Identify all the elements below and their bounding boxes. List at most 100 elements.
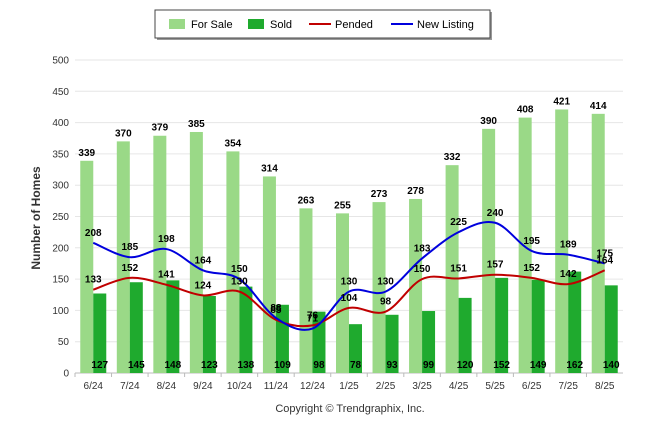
x-tick-label: 7/25 (558, 381, 578, 392)
bar-for-sale (153, 135, 167, 373)
label-for-sale: 414 (590, 101, 607, 112)
bar-sold (349, 324, 362, 373)
label-sold: 148 (164, 360, 181, 371)
label-sold: 98 (313, 360, 325, 371)
label-sold: 162 (566, 360, 583, 371)
legend-swatch-for-sale (169, 19, 185, 29)
label-new-listing: 150 (231, 264, 248, 275)
label-new-listing: 183 (414, 243, 431, 254)
label-new-listing: 164 (195, 255, 212, 266)
x-tick-label: 4/25 (449, 381, 469, 392)
bar-for-sale (262, 176, 276, 373)
label-new-listing: 208 (85, 228, 102, 239)
label-new-listing: 175 (596, 248, 613, 259)
bar-sold (93, 293, 107, 373)
label-sold: 152 (493, 360, 510, 371)
label-sold: 99 (423, 360, 435, 371)
label-for-sale: 278 (407, 186, 424, 197)
label-pended: 142 (560, 269, 577, 280)
bar-for-sale (482, 128, 496, 373)
y-tick-label: 0 (63, 369, 69, 380)
x-tick-label: 5/25 (485, 381, 505, 392)
label-for-sale: 255 (334, 200, 351, 211)
label-pended: 76 (307, 310, 319, 321)
label-sold: 149 (530, 360, 547, 371)
label-new-listing: 240 (487, 208, 504, 219)
bar-for-sale (555, 109, 569, 373)
bar-for-sale (409, 198, 423, 373)
label-pended: 98 (380, 297, 392, 308)
label-pended: 104 (341, 293, 358, 304)
x-axis: 6/24 7/24 8/24 9/24 10/24 11/24 12/24 1/25 2/25 3… (74, 373, 615, 392)
bar-for-sale (372, 202, 386, 373)
line-pended (92, 269, 606, 328)
x-tick-label: 9/24 (193, 381, 213, 392)
label-pended: 151 (450, 263, 467, 274)
y-tick-label: 350 (52, 149, 69, 160)
label-sold: 93 (386, 360, 398, 371)
label-new-listing: 225 (450, 217, 467, 228)
label-new-listing: 189 (560, 240, 577, 251)
label-new-listing: 71 (307, 314, 319, 325)
x-tick-label: 1/25 (339, 381, 359, 392)
label-sold: 109 (274, 360, 291, 371)
bar-sold (129, 282, 143, 373)
x-tick-label: 12/24 (300, 381, 325, 392)
label-for-sale: 354 (225, 138, 242, 149)
bar-sold (458, 297, 472, 373)
label-new-listing: 130 (341, 277, 358, 288)
bar-sold (422, 311, 436, 373)
bar-sold (568, 271, 582, 373)
label-pended: 157 (487, 260, 504, 271)
label-sold: 145 (128, 360, 145, 371)
y-tick-label: 400 (52, 118, 69, 129)
label-sold: 127 (91, 360, 108, 371)
label-pended: 152 (523, 263, 540, 274)
label-pended: 133 (85, 275, 102, 286)
label-new-listing: 198 (158, 234, 175, 245)
x-tick-label: 11/24 (264, 381, 289, 392)
bar-sold (385, 314, 399, 373)
bar-sold (604, 285, 618, 373)
bar-for-sale (518, 117, 532, 373)
legend-label-for-sale: For Sale (191, 19, 233, 31)
label-sold: 138 (238, 360, 255, 371)
y-axis-label: Number of Homes (29, 166, 43, 270)
y-tick-label: 200 (52, 243, 69, 254)
legend: For Sale Sold Pended New Listing (154, 9, 492, 40)
x-tick-label: 6/24 (84, 381, 104, 392)
bar-for-sale (189, 131, 203, 373)
label-for-sale: 314 (261, 163, 278, 174)
label-sold: 123 (201, 360, 218, 371)
label-pended: 130 (231, 277, 248, 288)
label-sold: 120 (457, 360, 474, 371)
label-for-sale: 332 (444, 152, 461, 163)
label-pended: 152 (121, 263, 138, 274)
label-for-sale: 273 (371, 189, 388, 200)
x-tick-label: 7/24 (120, 381, 140, 392)
y-tick-label: 450 (52, 87, 69, 98)
x-tick-label: 8/25 (595, 381, 615, 392)
bar-for-sale (445, 165, 459, 373)
y-tick-label: 100 (52, 306, 69, 317)
label-for-sale: 263 (298, 195, 315, 206)
bar-for-sale (336, 213, 349, 373)
bar-sold (166, 280, 180, 373)
y-tick-label: 500 (52, 56, 69, 67)
label-pended: 124 (195, 280, 212, 291)
bar-for-sale (80, 160, 94, 373)
x-tick-label: 10/24 (227, 381, 252, 392)
label-pended: 141 (158, 270, 175, 281)
label-for-sale: 339 (78, 148, 95, 159)
y-tick-label: 250 (52, 212, 69, 223)
legend-label-new-listing: New Listing (417, 19, 474, 31)
label-for-sale: 421 (553, 96, 570, 107)
legend-label-pended: Pended (335, 19, 373, 31)
y-tick-label: 300 (52, 181, 69, 192)
label-for-sale: 379 (151, 123, 168, 134)
label-pended: 85 (270, 305, 282, 316)
label-new-listing: 195 (523, 236, 540, 247)
x-tick-label: 3/25 (412, 381, 432, 392)
label-new-listing: 130 (377, 277, 394, 288)
